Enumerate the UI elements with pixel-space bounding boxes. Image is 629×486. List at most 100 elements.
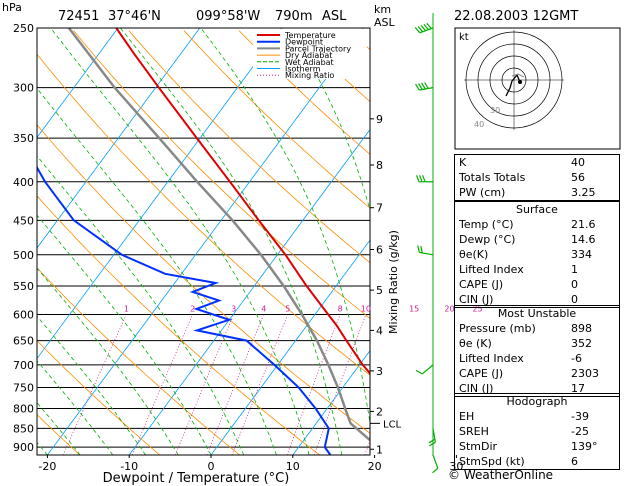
hodograph-table-title: Hodograph <box>506 395 568 408</box>
dry-adiabat-line <box>37 340 161 455</box>
mixing-ratio-label: 3 <box>231 304 236 313</box>
mixing-ratio-line <box>206 315 264 455</box>
lcl-label: LCL <box>383 419 402 430</box>
pressure-tick-label: 600 <box>13 308 34 321</box>
most-unstable-table: Most Unstable Pressure (mb) 898 θe (K) 352… <box>454 305 620 397</box>
legend-label: Parcel Trajectory <box>285 44 351 53</box>
wind-barb-feather <box>415 369 423 375</box>
pressure-tick-label: 450 <box>13 214 34 227</box>
wet-adiabat-line <box>37 87 277 455</box>
wind-barb-feather <box>420 245 423 254</box>
wind-barb-feather <box>415 83 420 91</box>
dry-adiabat-line <box>73 30 370 319</box>
x-tick-label: 10 <box>286 460 300 473</box>
surface-table: Surface Temp (°C) 21.6 Dewp (°C) 14.6 θe(K… <box>454 201 620 308</box>
wind-barb <box>421 364 434 375</box>
dry-adiabat-line <box>37 124 370 434</box>
isotherm-line <box>128 128 370 455</box>
mixing-ratio-label: 25 <box>472 304 482 313</box>
wind-barb-feather <box>428 438 436 444</box>
skewt-plot: 2503003504004505005506006507007508008509… <box>13 22 483 473</box>
wind-barb-feather <box>417 245 420 253</box>
station-id: 72451 <box>58 9 99 24</box>
pressure-tick-label: 700 <box>13 359 34 372</box>
wet-adiabat-line <box>200 28 370 426</box>
wind-barb-column <box>414 13 439 474</box>
dry-adiabat-line <box>37 53 370 376</box>
sounding-datetime: 22.08.2003 12GMT <box>454 9 578 24</box>
index-row-k: K 40 <box>459 156 585 169</box>
wind-barb-feather <box>414 27 421 34</box>
surface-row: CAPE (J) 0 <box>459 278 578 291</box>
pressure-tick-label: 350 <box>13 132 34 145</box>
km-tick-label: 4 <box>376 324 383 337</box>
dewpoint-curve <box>37 165 332 455</box>
hodograph-trace-upper <box>511 73 525 78</box>
parcel-trajectory-curve <box>67 28 370 442</box>
mixing-ratio-label: 5 <box>285 304 290 313</box>
indices-table: K 40 Totals Totals 56 PW (cm) 3.25 <box>454 154 620 201</box>
dry-adiabat-line <box>128 30 370 264</box>
surface-row: θe(K) 334 <box>459 248 592 261</box>
mixing-ratio-line <box>402 316 449 456</box>
surface-row: Temp (°C) 21.6 <box>459 218 596 231</box>
most-unstable-row: Pressure (mb) 898 <box>459 322 592 335</box>
mixing-ratio-line <box>313 315 366 455</box>
hodograph: kt 30 40 <box>454 27 621 150</box>
km-tick-label: 7 <box>376 202 383 215</box>
x-tick-label: -20 <box>38 460 56 473</box>
pressure-tick-label: 500 <box>13 249 34 262</box>
index-row-pw: PW (cm) 3.25 <box>459 186 596 199</box>
legend-label: Isotherm <box>285 65 321 74</box>
km-tick-label: 3 <box>376 365 383 378</box>
wind-barb-feather <box>417 26 424 33</box>
dry-adiabat-line <box>37 267 240 455</box>
station-lat: 37°46'N <box>108 9 161 24</box>
wet-adiabat-line <box>37 214 212 455</box>
mixing-ratio-label: 15 <box>409 304 419 313</box>
km-asl-label: ASL <box>374 16 396 29</box>
hodograph-unit: kt <box>459 32 469 43</box>
wet-adiabat-line <box>37 267 179 455</box>
isotherm-line <box>37 28 282 360</box>
km-tick-label: 9 <box>376 113 383 126</box>
hodograph-row: SREH -25 <box>459 425 589 438</box>
km-tick-label: 6 <box>376 244 383 257</box>
legend-label: Dry Adiabat <box>285 51 332 60</box>
pressure-tick-label: 400 <box>13 176 34 189</box>
plot-frame <box>36 27 371 456</box>
hodograph-row: EH -39 <box>459 410 589 423</box>
dry-adiabat-line <box>238 30 370 155</box>
wet-adiabat-line <box>120 28 343 455</box>
temperature-curve <box>115 28 370 375</box>
km-unit-label: km <box>374 3 391 16</box>
pressure-tick-label: 750 <box>13 381 34 394</box>
weatheronline-logo: © WeatherOnline <box>448 468 554 482</box>
wind-barb-feather <box>432 467 439 474</box>
pressure-tick-label: 300 <box>13 82 34 95</box>
legend-label: Wet Adiabat <box>285 58 334 67</box>
mixing-ratio-line <box>364 439 370 455</box>
x-tick-label: 20 <box>368 460 382 473</box>
isotherm-line <box>37 28 119 139</box>
most-unstable-row: θe (K) 352 <box>459 337 592 350</box>
pressure-tick-label: 550 <box>13 280 34 293</box>
isotherm-line <box>292 350 370 455</box>
legend-label: Temperature <box>284 31 336 40</box>
isotherm-line <box>37 28 201 249</box>
wind-barb-feather <box>418 175 423 183</box>
mixing-ratio-line <box>174 315 234 455</box>
hodograph-ring-label: 40 <box>474 120 484 129</box>
hpa-unit-label: hPa <box>2 1 22 14</box>
wind-barb <box>419 251 434 256</box>
most-unstable-row: CAPE (J) 2303 <box>459 367 599 380</box>
surface-row: CIN (J) 0 <box>459 293 578 306</box>
isotherm-line <box>210 239 370 455</box>
mixing-ratio-label: 8 <box>338 304 343 313</box>
wet-adiabat-line <box>37 155 245 455</box>
index-row-totals: Totals Totals 56 <box>459 171 585 184</box>
hodograph-row: StmDir 139° <box>459 440 598 453</box>
km-tick-label: 5 <box>376 284 383 297</box>
